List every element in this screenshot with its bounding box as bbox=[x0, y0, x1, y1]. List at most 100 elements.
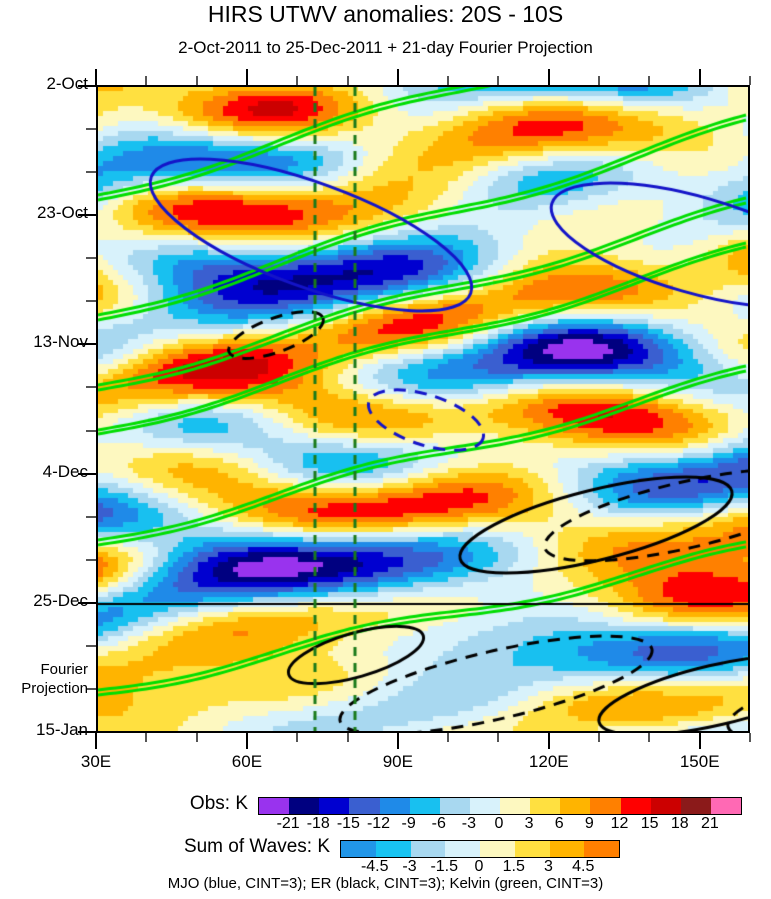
fourier-annotation-line2: Projection bbox=[21, 680, 88, 697]
colorbar-tick-label: 0 bbox=[494, 815, 504, 832]
colorbar-swatch bbox=[710, 798, 741, 814]
x-axis-minor-tick-top bbox=[296, 76, 299, 85]
colorbar-swatch bbox=[469, 798, 500, 814]
colorbar-swatch bbox=[650, 798, 681, 814]
x-axis-minor-tick bbox=[296, 733, 299, 742]
colorbar-title-obs: Obs: K bbox=[189, 793, 248, 814]
x-axis-major-tick bbox=[245, 733, 248, 749]
y-axis-minor-tick bbox=[86, 429, 96, 432]
x-axis-label: 150E bbox=[679, 752, 720, 771]
colorbar-swatch bbox=[584, 841, 619, 857]
x-axis-minor-tick-top bbox=[749, 76, 751, 85]
colorbar-tick-label: 1.5 bbox=[502, 858, 525, 875]
colorbar-swatch bbox=[530, 798, 561, 814]
y-axis: 2-Oct 23-Oct 13-Nov 4-Dec 25-Dec 15-Jan bbox=[0, 0, 88, 899]
y-axis-minor-tick bbox=[86, 386, 96, 389]
wave-contour-overlay bbox=[98, 87, 748, 731]
colorbar-swatch bbox=[439, 798, 470, 814]
y-axis-minor-tick bbox=[86, 688, 96, 690]
x-axis-major-tick-top bbox=[396, 69, 399, 85]
colorbar-swatch bbox=[549, 841, 585, 857]
x-axis-minor-tick bbox=[145, 733, 148, 742]
x-axis-minor-tick bbox=[648, 733, 651, 742]
fourier-annotation-line1: Fourier bbox=[40, 661, 88, 678]
colorbar-swatch bbox=[341, 841, 376, 857]
colorbar-tick-label: -4.5 bbox=[360, 858, 389, 875]
x-axis-minor-tick bbox=[346, 733, 349, 742]
y-axis-minor-tick bbox=[86, 171, 96, 173]
colorbar-tick-label: -3 bbox=[461, 815, 476, 832]
colorbar-swatch bbox=[500, 798, 531, 814]
colorbar-tick-label: -6 bbox=[431, 815, 446, 832]
y-axis-label: 2-Oct bbox=[46, 74, 88, 93]
x-axis-minor-tick-top bbox=[598, 76, 601, 85]
colorbar-swatch bbox=[680, 798, 711, 814]
colorbar-tick-label: 9 bbox=[584, 815, 594, 832]
x-axis-minor-tick-top bbox=[346, 76, 349, 85]
colorbar-tick-label: -9 bbox=[401, 815, 416, 832]
colorbar-tick-label: -15 bbox=[336, 815, 360, 832]
colorbar-tick-label: -3 bbox=[402, 858, 417, 875]
colorbar-obs bbox=[258, 797, 742, 815]
colorbar-swatch bbox=[410, 841, 446, 857]
page-title: HIRS UTWV anomalies: 20S - 10S bbox=[207, 1, 564, 27]
colorbar-tick-label: 0 bbox=[474, 858, 484, 875]
x-axis-major-tick-top bbox=[547, 69, 550, 85]
colorbar-swatch bbox=[319, 798, 350, 814]
colorbar-swatch bbox=[480, 841, 515, 857]
y-axis-label: 25-Dec bbox=[33, 591, 88, 610]
colorbar-swatch bbox=[379, 798, 410, 814]
colorbar-swatch bbox=[349, 798, 380, 814]
colorbar-swatch bbox=[560, 798, 591, 814]
x-axis-major-tick bbox=[698, 733, 701, 749]
x-axis-minor-tick-top bbox=[195, 76, 198, 85]
x-axis-label: 90E bbox=[382, 752, 413, 771]
colorbar-tick-label: -12 bbox=[366, 815, 391, 832]
x-axis-major-tick bbox=[95, 733, 97, 749]
colorbar-sum_of_waves bbox=[340, 840, 620, 858]
x-axis-major-tick bbox=[396, 733, 399, 749]
colorbar-tick-label: -21 bbox=[276, 815, 300, 832]
y-axis-major-tick bbox=[78, 85, 96, 87]
page-subtitle: 2-Oct-2011 to 25-Dec-2011 + 21-day Fouri… bbox=[178, 38, 593, 57]
x-axis-minor-tick-top bbox=[497, 76, 500, 85]
x-axis-minor-tick bbox=[749, 733, 751, 742]
x-axis-label: 30E bbox=[80, 752, 112, 771]
y-axis-label: 15-Jan bbox=[36, 720, 88, 739]
colorbar-tick-label: -1.5 bbox=[430, 858, 459, 875]
y-axis-label: 4-Dec bbox=[42, 462, 88, 481]
y-axis-major-tick bbox=[78, 602, 96, 604]
x-axis-label: 120E bbox=[528, 752, 569, 771]
x-axis-major-tick bbox=[547, 733, 550, 749]
colorbar-tick-label: 3 bbox=[524, 815, 534, 832]
y-axis-minor-tick bbox=[86, 300, 96, 302]
colorbar-tick-label: 15 bbox=[640, 815, 659, 832]
colorbar-title-sum_of_waves: Sum of Waves: K bbox=[183, 836, 330, 857]
y-axis-minor-tick bbox=[86, 128, 96, 130]
figure-caption: MJO (blue, CINT=3); ER (black, CINT=3); … bbox=[167, 875, 604, 892]
colorbar-tick-label: 21 bbox=[700, 815, 719, 832]
x-axis-label: 60E bbox=[231, 752, 263, 771]
colorbar-tick-label: -18 bbox=[306, 815, 330, 832]
y-axis-minor-tick bbox=[86, 645, 96, 647]
colorbar-swatch bbox=[375, 841, 411, 857]
y-axis-minor-tick bbox=[86, 257, 96, 259]
x-axis-major-tick-top bbox=[698, 69, 701, 85]
x-axis-minor-tick bbox=[195, 733, 198, 742]
x-axis-minor-tick bbox=[447, 733, 450, 742]
x-axis-major-tick-top bbox=[95, 69, 97, 85]
colorbar-tick-label: 3 bbox=[544, 858, 553, 875]
y-axis-minor-tick bbox=[86, 559, 96, 561]
colorbar-tick-label: 12 bbox=[610, 815, 629, 832]
fourier-projection-annotation: Fourier Projection bbox=[0, 660, 88, 698]
colorbar-swatch bbox=[409, 798, 440, 814]
colorbar-tick-label: 4.5 bbox=[572, 858, 595, 875]
colorbar-tick-label: 6 bbox=[554, 815, 564, 832]
x-axis-minor-tick-top bbox=[648, 76, 651, 85]
colorbar-swatch bbox=[289, 798, 320, 814]
y-axis-minor-tick bbox=[86, 516, 96, 518]
hovmoller-plot-area[interactable] bbox=[96, 85, 750, 733]
colorbar-swatch bbox=[514, 841, 550, 857]
x-axis-minor-tick-top bbox=[145, 76, 148, 85]
